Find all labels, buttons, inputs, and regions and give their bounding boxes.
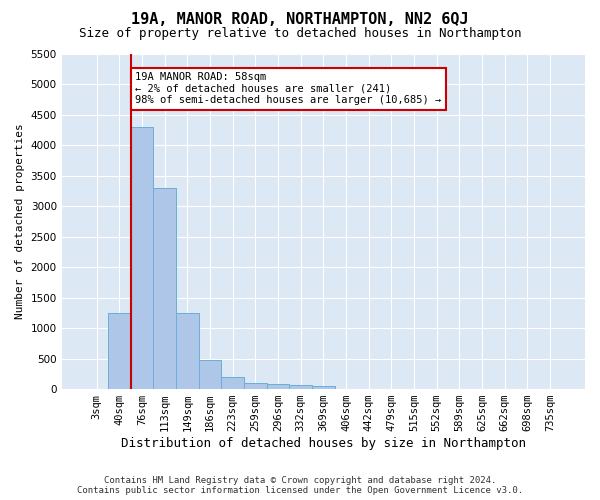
Bar <box>176 313 199 389</box>
Text: 19A MANOR ROAD: 58sqm
← 2% of detached houses are smaller (241)
98% of semi-deta: 19A MANOR ROAD: 58sqm ← 2% of detached h… <box>135 72 442 106</box>
Bar <box>244 383 266 389</box>
Text: 19A, MANOR ROAD, NORTHAMPTON, NN2 6QJ: 19A, MANOR ROAD, NORTHAMPTON, NN2 6QJ <box>131 12 469 28</box>
Bar <box>221 377 244 389</box>
Bar <box>108 313 131 389</box>
Y-axis label: Number of detached properties: Number of detached properties <box>15 124 25 320</box>
Text: Size of property relative to detached houses in Northampton: Size of property relative to detached ho… <box>79 28 521 40</box>
Bar <box>312 386 335 389</box>
Text: Contains HM Land Registry data © Crown copyright and database right 2024.
Contai: Contains HM Land Registry data © Crown c… <box>77 476 523 495</box>
Bar <box>154 188 176 389</box>
Bar <box>131 127 154 389</box>
Bar <box>289 386 312 389</box>
X-axis label: Distribution of detached houses by size in Northampton: Distribution of detached houses by size … <box>121 437 526 450</box>
Bar <box>266 384 289 389</box>
Bar <box>199 360 221 389</box>
